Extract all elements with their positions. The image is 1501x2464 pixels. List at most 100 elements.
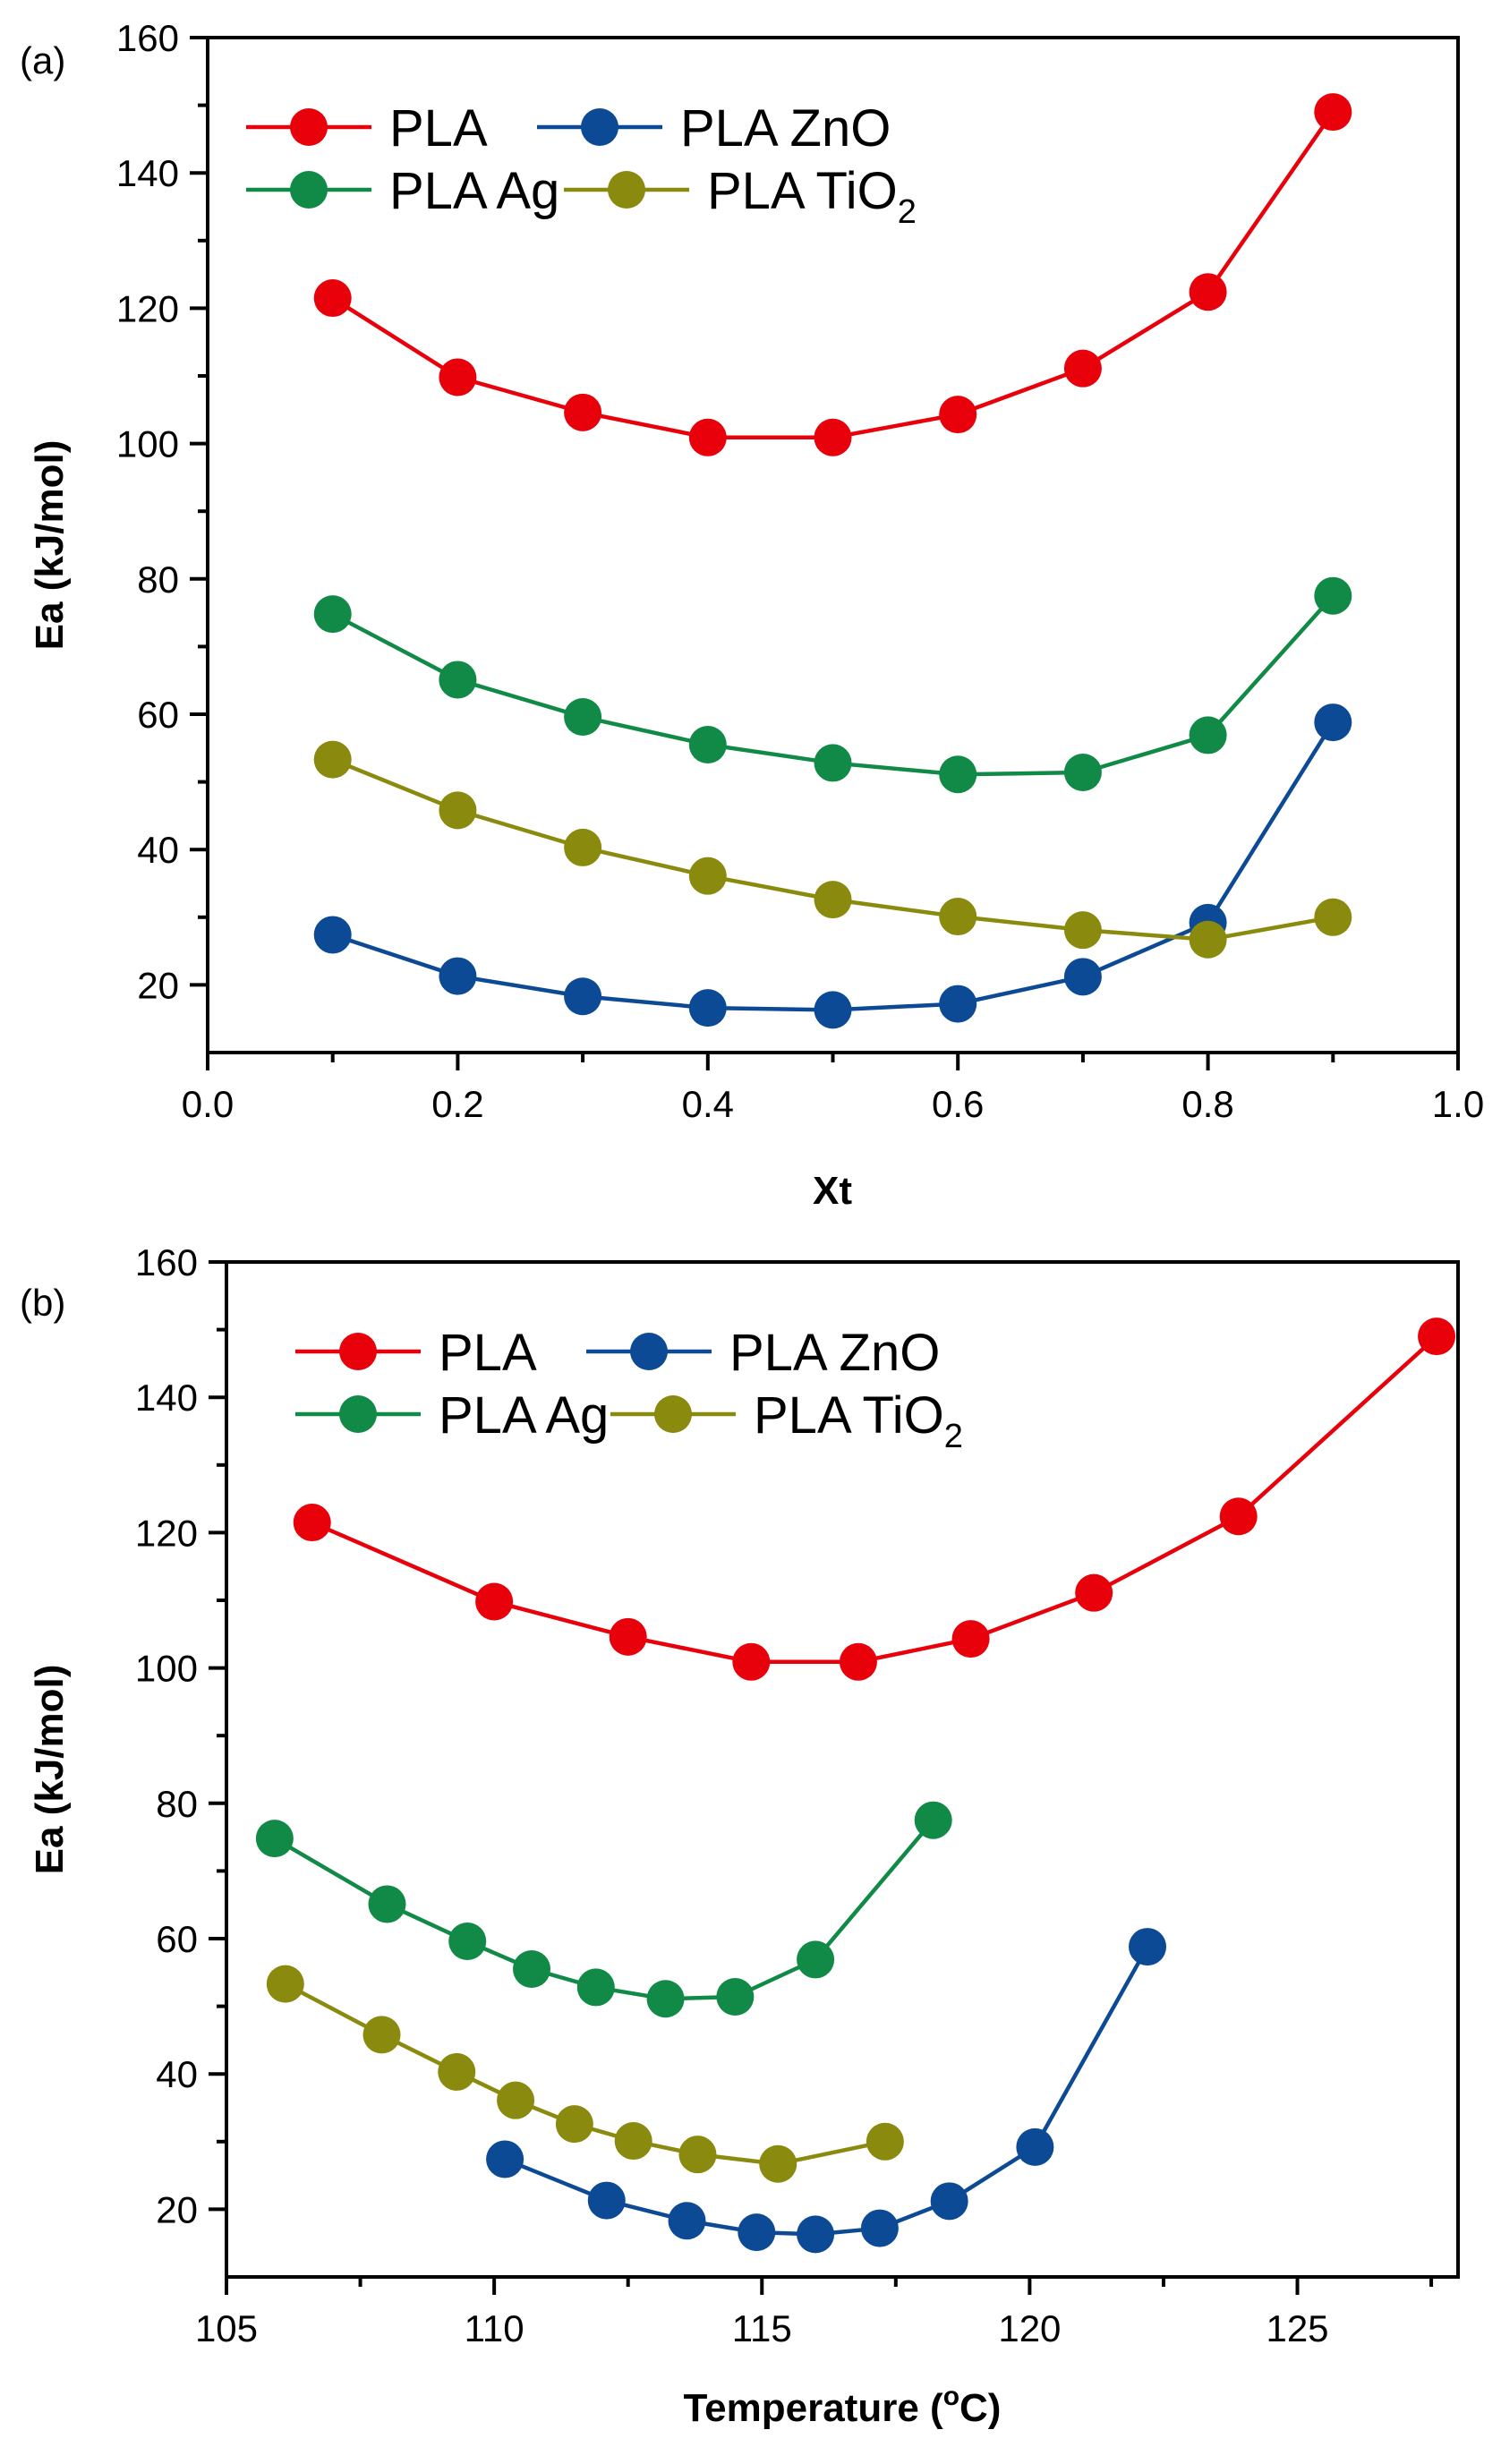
data-point-pla-ag: [313, 595, 352, 634]
y-tick-label: 120: [135, 1512, 198, 1554]
data-point-pla-ag: [646, 1980, 685, 2018]
data-point-pla-ag: [1189, 716, 1227, 755]
data-point-pla-tio2: [1063, 911, 1102, 950]
data-point-pla-zno: [486, 2140, 524, 2178]
data-point-pla-ag: [576, 1968, 615, 2007]
data-point-pla-zno: [797, 2215, 835, 2254]
x-tick-label: 0.2: [431, 1083, 483, 1125]
legend-label-base: PLA TiO: [754, 1386, 944, 1445]
data-point-pla-tio2: [614, 2122, 652, 2161]
data-point-pla-zno: [1016, 2127, 1054, 2166]
panel-label: (b): [20, 1282, 65, 1324]
y-tick-label: 120: [116, 287, 179, 329]
data-point-pla: [814, 418, 852, 456]
legend-marker-pla-zno: [630, 1333, 668, 1370]
legend-marker-pla-zno: [581, 108, 618, 146]
x-tick-label: 105: [195, 2307, 258, 2349]
data-point-pla-tio2: [564, 828, 602, 866]
x-tick-label: 115: [732, 2307, 792, 2349]
data-point-pla-zno: [939, 985, 977, 1023]
x-axis-title: Temperature (oC): [684, 2382, 1002, 2430]
legend-label-base: PLA TiO: [707, 162, 898, 220]
data-point-pla-tio2: [688, 857, 727, 895]
data-point-pla: [439, 358, 477, 396]
data-point-pla-ag: [513, 1950, 551, 1989]
legend-label-pla-ag: PLA Ag: [389, 162, 559, 220]
x-axis-title: Xt: [813, 1169, 852, 1213]
data-point-pla: [839, 1642, 877, 1681]
y-tick-label: 160: [116, 17, 179, 59]
legend-label-pla: PLA: [389, 99, 488, 158]
data-point-pla-tio2: [439, 791, 477, 830]
series-line-pla: [331, 110, 1335, 440]
data-point-pla-ag: [1314, 576, 1352, 615]
data-point-pla: [951, 1620, 990, 1658]
data-point-pla: [609, 1617, 647, 1656]
data-point-pla-ag: [439, 661, 477, 699]
data-point-pla-ag: [368, 1885, 406, 1923]
data-point-pla-ag: [1063, 754, 1102, 792]
data-point-pla-tio2: [555, 2105, 593, 2144]
data-point-pla-tio2: [866, 2122, 904, 2161]
data-point-pla: [564, 393, 602, 431]
data-point-pla-tio2: [1189, 920, 1227, 959]
x-tick-label: 110: [465, 2307, 524, 2349]
panel-a: 0.0 0.2 0.4 0.6 0.8 1.0 20 40 60 80 100 120 140 160 P…: [20, 17, 1484, 1213]
data-point-pla-zno: [668, 2202, 706, 2240]
data-point-pla-zno: [564, 977, 602, 1016]
y-tick-label: 80: [156, 1783, 198, 1825]
data-point-pla-ag: [716, 1978, 755, 2016]
x-tick-label: 0.8: [1181, 1083, 1233, 1125]
y-tick-label: 100: [135, 1648, 198, 1690]
legend-marker-pla-tio2: [654, 1395, 692, 1433]
data-point-pla: [1418, 1317, 1456, 1356]
data-point-pla-tio2: [266, 1965, 304, 2003]
x-tick-label: 120: [998, 2307, 1061, 2349]
y-tick-label: 40: [137, 829, 179, 871]
y-tick-label: 60: [137, 694, 179, 736]
data-point-pla-tio2: [1314, 898, 1352, 936]
data-point-pla-tio2: [362, 2016, 401, 2054]
x-tick-label: 0.6: [932, 1083, 984, 1125]
data-point-pla-ag: [688, 726, 727, 764]
data-point-pla-zno: [1063, 958, 1102, 996]
y-axis-title: Ea (kJ/mol): [28, 1665, 72, 1875]
y-tick-label: 20: [137, 964, 179, 1006]
y-tick-label: 20: [156, 2188, 198, 2230]
legend-label-pla-ag: PLA Ag: [439, 1386, 609, 1445]
data-point-pla-zno: [738, 2213, 776, 2252]
x-tick-label: 125: [1266, 2307, 1328, 2349]
data-point-pla-zno: [439, 957, 477, 995]
data-point-pla: [475, 1582, 514, 1621]
y-axis-title: Ea (kJ/mol): [28, 440, 72, 651]
data-point-pla: [293, 1504, 331, 1542]
x-axis-title-part: Temperature (: [684, 2386, 943, 2430]
data-point-pla-tio2: [497, 2081, 535, 2119]
y-tick-label: 140: [116, 152, 179, 194]
y-tick-label: 160: [135, 1241, 198, 1283]
y-tick-label: 140: [135, 1377, 198, 1419]
data-point-pla-zno: [313, 916, 352, 954]
data-point-pla-ag: [814, 744, 852, 782]
panel-label: (a): [20, 39, 65, 81]
legend-marker-pla: [339, 1333, 377, 1370]
x-tick-label: 0.4: [682, 1083, 734, 1125]
data-point-pla-ag: [797, 1940, 835, 1979]
legend-label-pla-tio2: PLA TiO2: [707, 162, 917, 231]
degree-mark: o: [943, 2382, 959, 2411]
data-point-pla-ag: [914, 1801, 952, 1839]
x-tick-label: 1.0: [1432, 1083, 1484, 1125]
data-point-pla-ag: [939, 755, 977, 794]
data-point-pla: [939, 396, 977, 434]
data-point-pla: [313, 279, 352, 318]
data-point-pla: [1075, 1573, 1113, 1612]
y-tick-label: 40: [156, 2053, 198, 2095]
data-point-pla-tio2: [438, 2052, 476, 2091]
data-point-pla-ag: [255, 1820, 294, 1858]
data-point-pla-tio2: [759, 2144, 797, 2183]
data-point-pla-tio2: [313, 740, 352, 779]
data-point-pla: [688, 418, 727, 456]
legend-label-subscript: 2: [898, 193, 917, 231]
